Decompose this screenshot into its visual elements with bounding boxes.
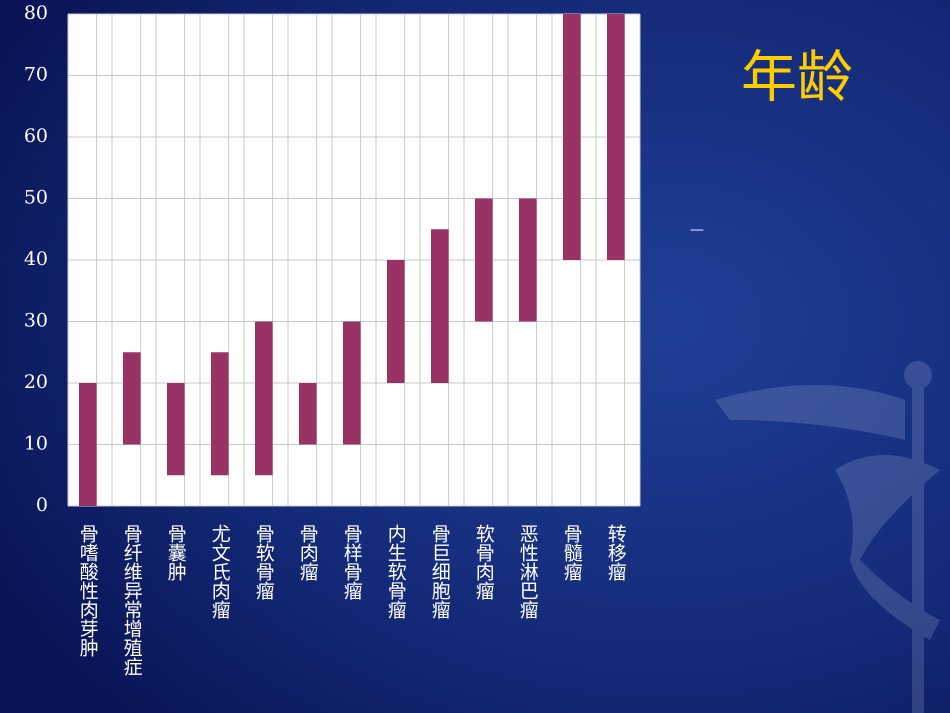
x-tick-label: 恶性淋巴瘤 xyxy=(517,524,539,619)
range-bar xyxy=(475,198,493,322)
x-tick-label: 软骨肉瘤 xyxy=(473,524,495,600)
y-tick-label: 50 xyxy=(24,187,48,209)
range-bar xyxy=(211,352,229,476)
note: — xyxy=(690,222,704,238)
range-bar xyxy=(431,229,449,383)
range-bar xyxy=(123,352,141,445)
x-tick-label: 尤文氏肉瘤 xyxy=(209,524,231,619)
range-bar xyxy=(519,198,537,322)
x-tick-label: 骨肉瘤 xyxy=(297,524,319,581)
y-tick-label: 70 xyxy=(24,64,48,86)
range-bar xyxy=(167,383,185,476)
range-bar xyxy=(79,383,97,506)
y-tick-label: 40 xyxy=(24,248,48,270)
x-tick-label: 转移瘤 xyxy=(605,524,627,581)
x-tick-label: 骨巨细胞瘤 xyxy=(429,524,451,619)
y-tick-label: 10 xyxy=(24,433,48,455)
y-tick-label: 20 xyxy=(24,371,48,393)
range-bar xyxy=(299,383,317,445)
x-tick-label: 骨髓瘤 xyxy=(561,524,583,581)
caduceus-watermark xyxy=(715,361,940,713)
range-bar xyxy=(563,14,581,260)
range-bar xyxy=(343,321,361,445)
chart-title: 年龄 xyxy=(741,46,853,111)
range-bar xyxy=(387,260,405,383)
x-tick-label: 内生软骨瘤 xyxy=(385,524,407,619)
y-tick-label: 30 xyxy=(24,310,48,332)
y-tick-label: 80 xyxy=(24,2,48,24)
x-tick-label: 骨样骨瘤 xyxy=(341,524,363,600)
x-tick-label: 骨纤维异常增殖症 xyxy=(121,524,143,676)
x-tick-label: 骨囊肿 xyxy=(165,524,187,581)
range-bar xyxy=(255,321,273,476)
x-tick-label: 骨嗜酸性肉芽肿 xyxy=(77,524,99,657)
range-bar xyxy=(607,14,625,260)
x-tick-label: 骨软骨瘤 xyxy=(253,524,275,600)
y-tick-label: 60 xyxy=(24,125,48,147)
y-tick-label: 0 xyxy=(36,494,48,516)
